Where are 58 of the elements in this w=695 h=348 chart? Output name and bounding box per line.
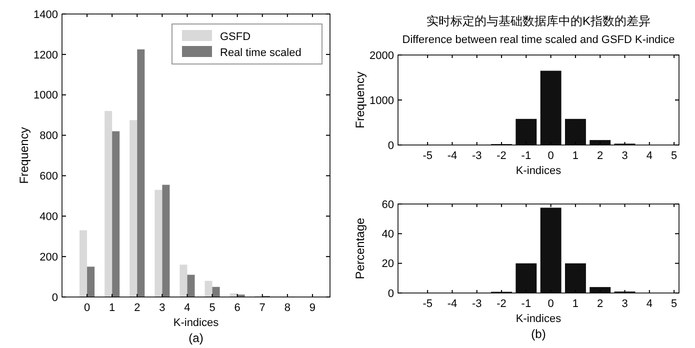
x-tick-label: 3 — [159, 302, 166, 314]
chart-subtitle: Difference between real time scaled and GSFD K-indice — [402, 34, 675, 46]
y-tick-label: 0 — [388, 140, 394, 152]
x-tick-label: 0 — [84, 302, 90, 314]
y-axis-title: Frequency — [17, 127, 31, 184]
x-tick-label: 8 — [284, 302, 290, 314]
y-tick-label: 200 — [40, 251, 58, 264]
y-tick-label: 400 — [40, 210, 58, 223]
x-tick-label: -1 — [521, 150, 532, 162]
x-tick-label: 0 — [548, 150, 554, 162]
x-tick-label: 1 — [572, 150, 579, 162]
y-tick-label: 1400 — [34, 8, 58, 21]
y-tick-label: 800 — [40, 130, 58, 142]
x-tick-label: 4 — [184, 302, 190, 314]
x-tick-label: 2 — [597, 298, 604, 310]
x-tick-label: -1 — [521, 298, 532, 310]
y-axis-title: Frequency — [353, 72, 367, 128]
x-tick-label: -4 — [447, 150, 458, 162]
x-tick-label: 3 — [622, 150, 628, 162]
x-tick-label: -2 — [496, 298, 506, 310]
x-tick-label: 5 — [671, 150, 678, 162]
legend-label: Real time scaled — [220, 46, 302, 59]
x-tick-label: 2 — [134, 302, 140, 314]
y-tick-label: 1200 — [34, 49, 58, 62]
x-tick-label: -5 — [422, 298, 432, 310]
y-tick-label: 20 — [382, 258, 394, 270]
y-axis-title: Percentage — [353, 217, 367, 280]
x-tick-label: 7 — [259, 302, 266, 314]
x-tick-label: -2 — [496, 150, 506, 162]
x-tick-label: 2 — [597, 150, 604, 162]
text: (b) — [531, 327, 546, 341]
x-tick-label: 1 — [109, 302, 116, 314]
y-tick-label: 0 — [388, 288, 394, 300]
text: (a) — [188, 331, 204, 345]
y-tick-label: 60 — [382, 198, 394, 211]
y-tick-label: 1000 — [34, 90, 58, 102]
x-axis-title: K-indices — [516, 313, 562, 325]
x-tick-label: 9 — [309, 302, 316, 314]
y-tick-label: 1000 — [370, 94, 394, 107]
x-tick-label: 1 — [572, 298, 579, 310]
x-axis-title: K-indices — [173, 317, 220, 329]
x-tick-label: 4 — [646, 150, 652, 162]
x-tick-label: 5 — [671, 298, 678, 310]
x-tick-label: 3 — [622, 298, 628, 310]
x-tick-label: -3 — [472, 298, 482, 310]
x-tick-label: 0 — [548, 298, 554, 310]
x-tick-label: -3 — [472, 150, 482, 162]
legend-label: GSFD — [220, 30, 251, 43]
chart-title: 实时标定的与基础数据库中的K指数的差异 — [426, 14, 651, 28]
y-tick-label: 600 — [40, 170, 58, 183]
x-tick-label: -4 — [447, 298, 458, 310]
y-tick-label: 2000 — [370, 50, 394, 62]
x-tick-label: 4 — [646, 298, 652, 310]
x-axis-title: K-indices — [516, 165, 562, 177]
x-tick-label: 6 — [234, 302, 240, 314]
y-tick-label: 40 — [382, 228, 394, 241]
x-tick-label: 5 — [209, 302, 216, 314]
x-tick-label: -5 — [422, 150, 432, 162]
